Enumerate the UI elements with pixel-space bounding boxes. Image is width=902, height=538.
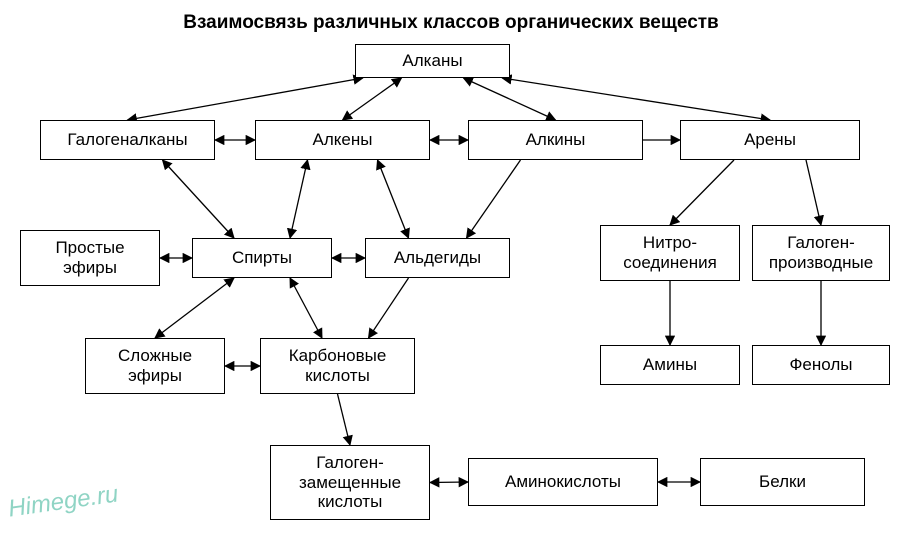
node-alkiny: Алкины: [468, 120, 643, 160]
node-slozh_efiry: Сложныеэфиры: [85, 338, 225, 394]
node-belki: Белки: [700, 458, 865, 506]
node-aminy: Амины: [600, 345, 740, 385]
edge-spirty-slozh_efiry: [155, 278, 234, 338]
edge-alkeny-spirty: [290, 160, 308, 238]
edge-alkeny-aldegidy: [378, 160, 409, 238]
node-karbon: Карбоновыекислоты: [260, 338, 415, 394]
edge-alkany-alkiny: [464, 78, 556, 120]
node-aminokisloty: Аминокислоты: [468, 458, 658, 506]
node-areny: Арены: [680, 120, 860, 160]
node-nitro: Нитро-соединения: [600, 225, 740, 281]
edge-alkany-areny: [502, 78, 770, 120]
node-alkany: Алканы: [355, 44, 510, 78]
edge-spirty-karbon: [290, 278, 322, 338]
node-galogenzam: Галоген-замещенныекислоты: [270, 445, 430, 520]
node-aldegidy: Альдегиды: [365, 238, 510, 278]
edge-areny-galogenproizv: [806, 160, 821, 225]
node-prost_efiry: Простыеэфиры: [20, 230, 160, 286]
edge-galogenalkany-spirty: [163, 160, 235, 238]
edge-galogenzam-aminokisloty: [430, 482, 468, 483]
edge-alkany-galogenalkany: [128, 78, 363, 120]
edge-aldegidy-karbon: [369, 278, 409, 338]
node-galogenproizv: Галоген-производные: [752, 225, 890, 281]
edge-alkiny-aldegidy: [467, 160, 521, 238]
edge-alkany-alkeny: [343, 78, 402, 120]
diagram-title: Взаимосвязь различных классов органическ…: [0, 12, 902, 34]
node-alkeny: Алкены: [255, 120, 430, 160]
node-fenoly: Фенолы: [752, 345, 890, 385]
node-galogenalkany: Галогеналканы: [40, 120, 215, 160]
node-spirty: Спирты: [192, 238, 332, 278]
watermark: Himege.ru: [7, 480, 121, 523]
edge-karbon-galogenzam: [338, 394, 351, 445]
edge-areny-nitro: [670, 160, 734, 225]
